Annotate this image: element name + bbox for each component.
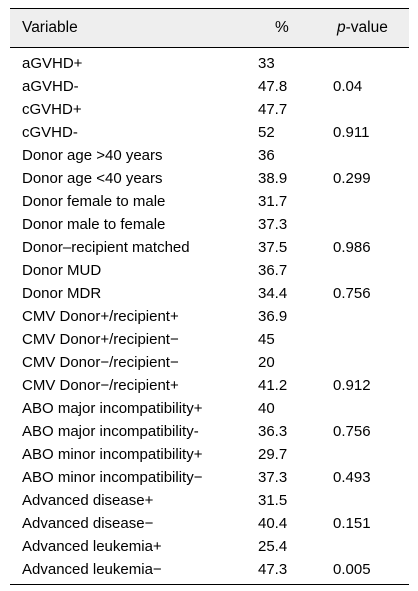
row-percent: 40: [258, 400, 275, 417]
row-p-value: 0.756: [333, 423, 371, 440]
row-percent: 47.7: [258, 101, 288, 118]
row-percent: 40.4: [258, 515, 288, 532]
row-percent: 31.5: [258, 492, 288, 509]
row-p-value: 0.299: [333, 170, 371, 187]
row-percent: 41.2: [258, 377, 288, 394]
row-p-value: 0.756: [333, 285, 371, 302]
table-row: aGVHD+ 33: [10, 52, 409, 75]
row-variable: Advanced disease+: [22, 492, 154, 509]
row-percent: 36.7: [258, 262, 288, 279]
table-row: CMV Donor−/recipient+ 41.2 0.912: [10, 374, 409, 397]
row-variable: Donor male to female: [22, 216, 166, 233]
row-p-value: 0.986: [333, 239, 371, 256]
row-percent: 47.3: [258, 561, 288, 578]
row-percent: 33: [258, 55, 275, 72]
row-percent: 31.7: [258, 193, 288, 210]
row-percent: 36.3: [258, 423, 288, 440]
row-percent: 36: [258, 147, 275, 164]
row-percent: 38.9: [258, 170, 288, 187]
row-p-value: 0.912: [333, 377, 371, 394]
row-percent: 52: [258, 124, 275, 141]
header-variable: Variable: [22, 19, 78, 36]
table-row: ABO minor incompatibility− 37.3 0.493: [10, 466, 409, 489]
row-percent: 29.7: [258, 446, 288, 463]
row-variable: ABO minor incompatibility+: [22, 446, 203, 463]
row-variable: Advanced disease−: [22, 515, 154, 532]
row-percent: 25.4: [258, 538, 288, 555]
row-percent: 34.4: [258, 285, 288, 302]
data-table: Variable % p-value aGVHD+ 33 aGVHD- 47.8 0.0…: [10, 8, 409, 585]
table-row: ABO major incompatibility+ 40: [10, 397, 409, 420]
row-percent: 47.8: [258, 78, 288, 95]
row-p-value: 0.04: [333, 78, 363, 95]
header-p-value: p-value: [337, 19, 388, 36]
table-row: Donor female to male 31.7: [10, 190, 409, 213]
row-variable: cGVHD-: [22, 124, 78, 141]
row-variable: ABO major incompatibility-: [22, 423, 199, 440]
row-p-value: 0.911: [333, 124, 370, 141]
table-row: Donor age <40 years 38.9 0.299: [10, 167, 409, 190]
row-percent: 37.5: [258, 239, 288, 256]
row-variable: Donor MUD: [22, 262, 102, 279]
table-row: CMV Donor+/recipient− 45: [10, 328, 409, 351]
row-variable: Donor age >40 years: [22, 147, 163, 164]
table-body: aGVHD+ 33 aGVHD- 47.8 0.04 cGVHD+ 47.7 cGVHD- 52…: [10, 48, 409, 585]
table-row: Advanced disease+ 31.5: [10, 489, 409, 512]
table-row: ABO major incompatibility- 36.3 0.756: [10, 420, 409, 443]
row-variable: cGVHD+: [22, 101, 82, 118]
table-row: ABO minor incompatibility+ 29.7: [10, 443, 409, 466]
table-row: Advanced leukemia+ 25.4: [10, 535, 409, 558]
table-header: Variable % p-value: [10, 8, 409, 48]
row-variable: ABO major incompatibility+: [22, 400, 203, 417]
row-variable: Donor–recipient matched: [22, 239, 190, 256]
row-p-value: 0.493: [333, 469, 371, 486]
table-row: Donor age >40 years 36: [10, 144, 409, 167]
row-variable: Donor age <40 years: [22, 170, 163, 187]
table-row: Donor MDR 34.4 0.756: [10, 282, 409, 305]
header-percent: %: [275, 19, 289, 36]
row-percent: 37.3: [258, 469, 288, 486]
table-row: CMV Donor+/recipient+ 36.9: [10, 305, 409, 328]
table-row: cGVHD- 52 0.911: [10, 121, 409, 144]
row-variable: Donor female to male: [22, 193, 166, 210]
row-variable: CMV Donor−/recipient−: [22, 354, 179, 371]
row-p-value: 0.151: [333, 515, 371, 532]
table-row: Donor male to female 37.3: [10, 213, 409, 236]
row-percent: 45: [258, 331, 275, 348]
row-variable: ABO minor incompatibility−: [22, 469, 203, 486]
table-row: Donor MUD 36.7: [10, 259, 409, 282]
row-variable: Advanced leukemia+: [22, 538, 162, 555]
row-variable: Advanced leukemia−: [22, 561, 162, 578]
row-percent: 36.9: [258, 308, 288, 325]
row-variable: Donor MDR: [22, 285, 102, 302]
row-variable: CMV Donor+/recipient−: [22, 331, 179, 348]
row-variable: aGVHD-: [22, 78, 79, 95]
row-variable: aGVHD+: [22, 55, 83, 72]
table-row: aGVHD- 47.8 0.04: [10, 75, 409, 98]
row-variable: CMV Donor−/recipient+: [22, 377, 179, 394]
row-percent: 37.3: [258, 216, 288, 233]
table-row: Advanced disease− 40.4 0.151: [10, 512, 409, 535]
table-row: CMV Donor−/recipient− 20: [10, 351, 409, 374]
row-percent: 20: [258, 354, 275, 371]
row-p-value: 0.005: [333, 561, 371, 578]
table-row: cGVHD+ 47.7: [10, 98, 409, 121]
table-row: Advanced leukemia− 47.3 0.005: [10, 558, 409, 581]
row-variable: CMV Donor+/recipient+: [22, 308, 179, 325]
table-row: Donor–recipient matched 37.5 0.986: [10, 236, 409, 259]
